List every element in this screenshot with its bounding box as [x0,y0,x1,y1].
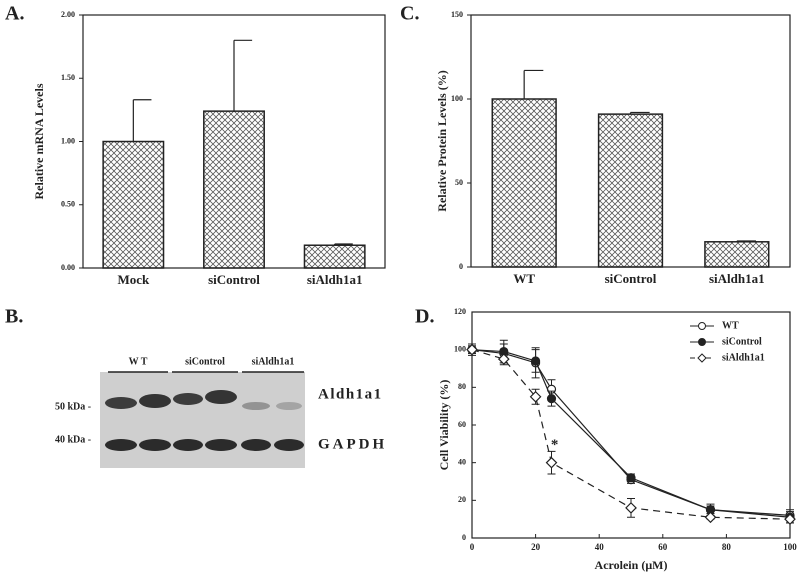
x-tick-label: siAldh1a1 [709,271,765,286]
x-tick-label: 100 [783,542,797,552]
marker [529,390,542,403]
marker [466,343,478,356]
blot: W T siControl siAldh1a1 50 kDa - 40 kDa … [55,356,387,468]
y-tick-label: 40 [458,457,466,466]
y-tick-label: 0 [459,262,463,271]
x-tick-label: siControl [208,272,260,287]
annotation: * [551,437,559,453]
y-tick-label: 0.00 [61,263,75,272]
legend-marker [698,322,706,330]
y-tick-label: 0.50 [61,200,75,209]
legend-label: WT [722,320,739,331]
legend-label: siAldh1a1 [722,352,765,363]
series-line [471,349,791,516]
bar [597,113,664,268]
series-line [471,349,791,520]
bar [303,244,366,269]
marker [784,513,796,526]
error-bar [523,69,544,99]
y-tick-label: 150 [451,10,463,19]
y-tick-label: 0 [462,533,466,542]
marker [545,456,558,469]
lane-label: W T [129,356,148,367]
legend-marker [698,338,706,346]
bar [491,98,557,268]
y-tick-label: 100 [451,94,463,103]
series-line [471,349,791,518]
panel-label: B. [5,306,23,328]
band-label: GAPDH [318,436,387,452]
mw-marker: 50 kDa - [55,401,91,412]
x-tick-label: Mock [117,272,150,287]
marker [704,511,717,524]
lane-label: siControl [185,356,225,367]
marker [626,473,636,483]
y-tick-label: 20 [458,495,466,504]
y-axis-label: Cell Viability (%) [437,380,451,471]
lane-label: siAldh1a1 [252,356,295,367]
x-axis-label: Acrolein (μM) [595,558,668,572]
legend-label: siControl [722,336,762,347]
x-tick-label: 0 [470,542,475,552]
y-tick-label: 1.00 [61,136,75,145]
x-tick-label: 80 [722,542,732,552]
y-tick-label: 1.50 [61,73,75,82]
error-bar [736,240,756,242]
y-axis-label: Relative Protein Levels (%) [435,70,449,211]
y-tick-label: 60 [458,420,466,429]
y-tick-label: 120 [454,307,466,316]
band-label: Aldh1a1 [318,386,383,402]
blot-membrane [100,372,305,468]
x-tick-label: siControl [605,271,657,286]
x-tick-label: 60 [658,542,668,552]
panel-label: C. [400,3,419,25]
marker [625,502,637,514]
y-tick-label: 80 [458,382,466,391]
marker [530,356,541,366]
marker [546,394,557,404]
marker [497,353,510,365]
x-tick-label: 40 [595,542,605,552]
error-bar [629,111,650,115]
error-bar [233,39,253,112]
y-tick-label: 50 [455,178,463,187]
y-axis-label: Relative mRNA Levels [32,83,46,199]
error-bar [334,243,353,246]
bar [102,140,165,269]
error-bar [132,99,152,142]
y-tick-label: 2.00 [61,10,75,19]
mw-marker: 40 kDa - [55,434,91,445]
y-tick-label: 100 [454,344,466,353]
bar [704,241,770,268]
legend-marker [697,353,707,363]
x-tick-label: WT [513,271,535,286]
x-tick-label: siAldh1a1 [307,272,363,287]
bar [203,110,265,269]
panel-label: D. [415,306,434,328]
plot-frame [470,14,791,268]
x-tick-label: 20 [531,542,541,552]
panel-label: A. [5,3,24,25]
